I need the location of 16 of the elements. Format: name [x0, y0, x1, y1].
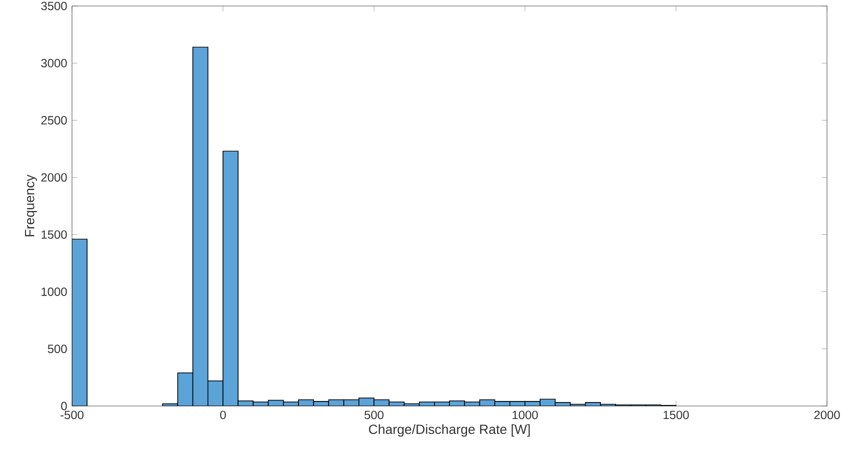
y-tick-label: 1000: [42, 287, 67, 296]
y-tick-label: 1500: [42, 230, 67, 239]
x-tick-label: 500: [364, 410, 384, 420]
y-tick-label: 3500: [41, 2, 67, 10]
x-tick-label: 2000: [814, 410, 840, 420]
y-tick-label: 0: [61, 402, 67, 410]
x-tick-label: -500: [60, 410, 84, 420]
y-tick-label: 2000: [41, 173, 67, 182]
x-tick-label: 1000: [512, 410, 538, 420]
y-axis-title: Frequency: [25, 174, 37, 236]
x-axis-title: Charge/Discharge Rate [W]: [368, 424, 530, 437]
x-tick-label: 0: [220, 410, 226, 420]
y-tick-label: 2500: [41, 116, 67, 125]
y-tick-label: 500: [48, 344, 67, 354]
x-tick-label: 1500: [664, 410, 689, 420]
y-tick-label: 3000: [41, 58, 67, 68]
